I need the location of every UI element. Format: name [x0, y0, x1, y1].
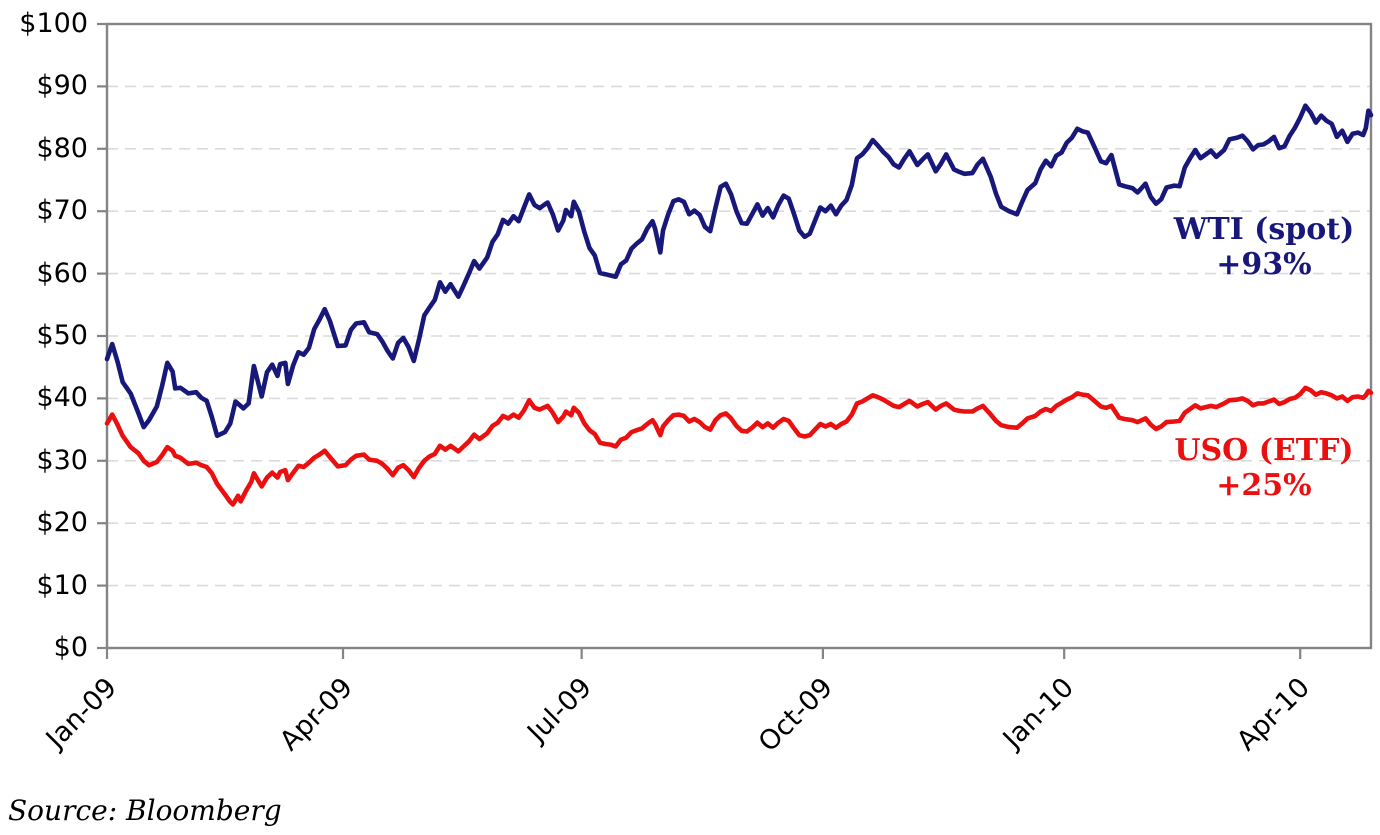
y-axis-label: $90 [36, 70, 88, 102]
wti-series-label: WTI (spot) +93% [1148, 212, 1380, 282]
y-axis-label: $10 [36, 569, 88, 601]
y-axis-label: $50 [36, 320, 88, 351]
source-note: Source: Bloomberg [8, 794, 282, 827]
y-axis-label: $0 [53, 632, 88, 663]
y-axis-label: $70 [36, 195, 88, 227]
y-axis-label: $100 [19, 8, 88, 39]
wti-series-name: WTI (spot) [1173, 212, 1355, 247]
wti-line [104, 103, 1374, 439]
y-axis-label: $80 [36, 132, 88, 164]
uso-series-name: USO (ETF) [1174, 433, 1354, 468]
y-axis-label: $60 [36, 257, 88, 289]
wti-series-change: +93% [1216, 247, 1312, 282]
y-axis-label: $30 [36, 444, 88, 476]
uso-series-change: +25% [1216, 468, 1312, 503]
y-axis-label: $40 [36, 382, 88, 414]
uso-line [104, 385, 1374, 507]
y-axis-label: $20 [36, 507, 88, 539]
uso-series-label: USO (ETF) +25% [1148, 433, 1380, 503]
